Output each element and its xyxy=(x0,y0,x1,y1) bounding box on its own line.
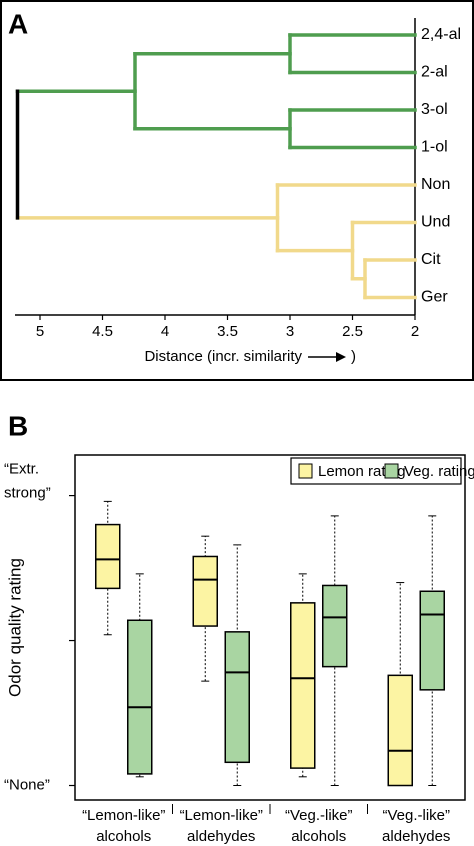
x-tick-label: “Veg.-like” xyxy=(382,807,450,824)
box xyxy=(290,602,316,769)
x-tick-label: 3 xyxy=(286,323,294,340)
x-tick-label: alcohols xyxy=(291,828,346,845)
leaf-label: Non xyxy=(421,176,450,193)
leaf-label: 2,4-al xyxy=(421,26,461,43)
x-tick-label: 2.5 xyxy=(342,323,363,340)
leaf-label: Und xyxy=(421,214,450,231)
leaf-label: Cit xyxy=(421,251,441,268)
panel-letter: B xyxy=(8,410,28,441)
panel-letter: A xyxy=(8,8,28,39)
x-tick-label: “Lemon-like” xyxy=(180,807,263,824)
plot-frame xyxy=(74,454,466,801)
box xyxy=(322,584,348,668)
x-axis-label: Distance (incr. similarity xyxy=(144,348,302,365)
legend-swatch xyxy=(384,463,399,479)
leaf-label: 3-ol xyxy=(421,101,448,118)
x-tick-label: 5 xyxy=(36,323,44,340)
box xyxy=(192,555,218,627)
x-tick-label: “Lemon-like” xyxy=(82,807,165,824)
y-tick-label: “Extr. xyxy=(4,461,39,478)
x-tick-label: 2 xyxy=(411,323,419,340)
legend-swatch xyxy=(298,463,313,479)
y-axis-label: Odor quality rating xyxy=(5,558,24,697)
x-tick-label: 4.5 xyxy=(92,323,113,340)
x-tick-label: 4 xyxy=(161,323,169,340)
x-axis-label-end: ) xyxy=(351,348,356,365)
x-tick-label: “Veg.-like” xyxy=(285,807,353,824)
y-tick-label: strong” xyxy=(4,485,51,502)
panel-a-frame xyxy=(0,0,474,381)
legend-frame xyxy=(290,457,462,485)
legend-label: Lemon rating xyxy=(318,463,406,480)
box xyxy=(224,631,250,764)
x-tick-label: 3.5 xyxy=(217,323,238,340)
legend-label: Veg. rating xyxy=(404,463,474,480)
y-tick-label: “None” xyxy=(4,776,50,793)
arrow-head xyxy=(336,352,346,362)
leaf-label: 2-al xyxy=(421,64,448,81)
x-tick-label: alcohols xyxy=(96,828,151,845)
leaf-label: 1-ol xyxy=(421,139,448,156)
x-tick-label: aldehydes xyxy=(187,828,255,845)
box xyxy=(127,619,153,775)
leaf-label: Ger xyxy=(421,289,448,306)
box xyxy=(387,674,413,787)
x-tick-label: aldehydes xyxy=(382,828,450,845)
box xyxy=(95,523,121,590)
box xyxy=(419,590,445,691)
